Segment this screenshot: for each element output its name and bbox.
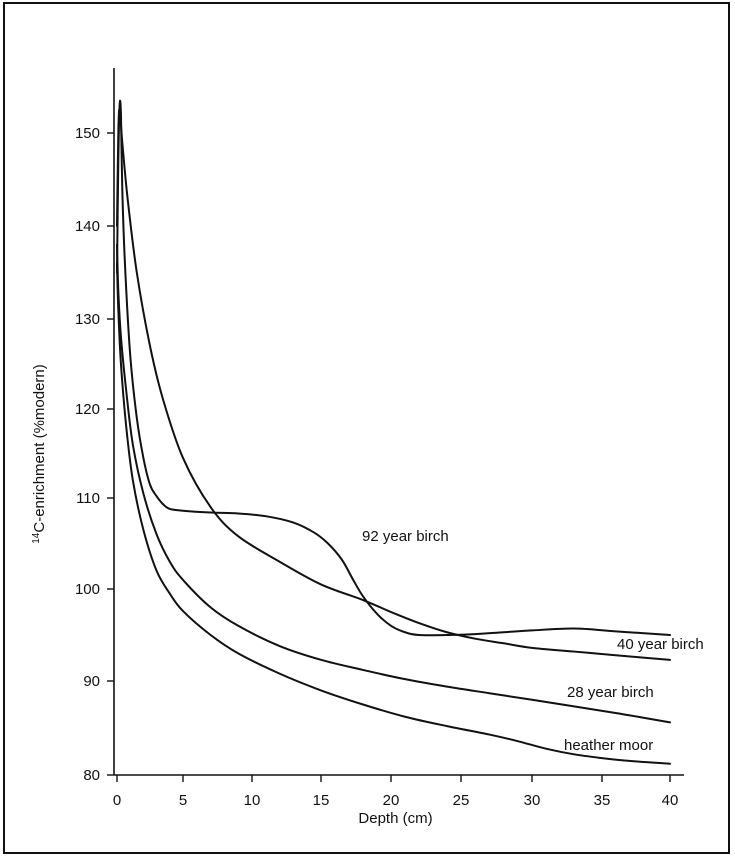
x-tick-label: 30 bbox=[524, 792, 541, 809]
tick-labels: 80 90 100 110 120 130 140 150 0 5 10 15 20 25 30 35 40 bbox=[75, 125, 678, 809]
y-tick-label: 130 bbox=[75, 311, 100, 328]
y-tick-label: 80 bbox=[83, 767, 100, 784]
curve-label-28-year-birch: 28 year birch bbox=[567, 684, 654, 701]
x-tick-label: 0 bbox=[113, 792, 121, 809]
chart-frame: 80 90 100 110 120 130 140 150 0 5 10 15 20 25 30 35 40 9… bbox=[3, 2, 730, 854]
axes bbox=[113, 68, 684, 776]
y-tick-label: 140 bbox=[75, 218, 100, 235]
series-line-28-year-birch bbox=[116, 243, 671, 724]
curve-label-heather-moor: heather moor bbox=[564, 737, 653, 754]
y-tick-label: 110 bbox=[76, 490, 100, 507]
y-axis-label: 14C-enrichment (%modern) bbox=[31, 364, 48, 544]
curve-label-92-year-birch: 92 year birch bbox=[362, 528, 449, 545]
x-tick-label: 35 bbox=[594, 792, 611, 809]
x-tick-label: 20 bbox=[383, 792, 400, 809]
x-tick-label: 25 bbox=[453, 792, 470, 809]
y-tick-label: 90 bbox=[83, 673, 100, 690]
tick-marks bbox=[107, 132, 671, 782]
x-tick-label: 10 bbox=[244, 792, 261, 809]
y-tick-label: 150 bbox=[75, 125, 100, 142]
curve-labels: 92 year birch 40 year birch 28 year birch h… bbox=[362, 528, 704, 754]
x-tick-label: 15 bbox=[313, 792, 330, 809]
series-line-40-year-birch bbox=[116, 108, 671, 661]
x-axis-label: Depth (cm) bbox=[358, 810, 432, 827]
y-axis-label-superscript: 14 bbox=[31, 532, 42, 544]
series-lines bbox=[116, 99, 671, 765]
y-tick-label: 100 bbox=[75, 581, 100, 598]
x-tick-label: 5 bbox=[179, 792, 187, 809]
series-line-92-year-birch bbox=[116, 99, 671, 637]
x-tick-label: 40 bbox=[662, 792, 679, 809]
line-chart: 80 90 100 110 120 130 140 150 0 5 10 15 20 25 30 35 40 9… bbox=[31, 68, 704, 827]
curve-label-40-year-birch: 40 year birch bbox=[617, 636, 704, 653]
y-axis-label-main: C-enrichment (%modern) bbox=[31, 364, 48, 532]
y-tick-label: 120 bbox=[75, 401, 100, 418]
series-line-heather-moor bbox=[116, 262, 671, 765]
